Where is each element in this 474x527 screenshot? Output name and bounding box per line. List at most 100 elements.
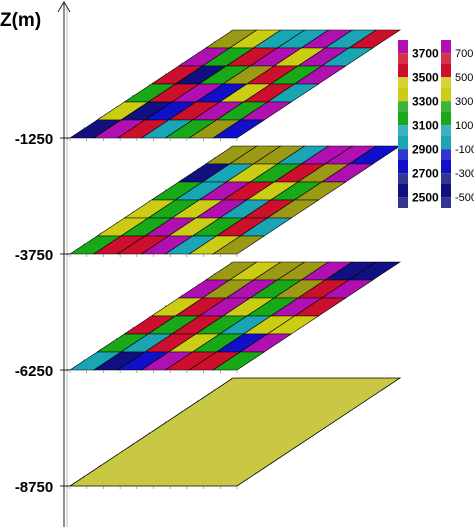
- legend-swatch: [441, 112, 451, 126]
- layer-plane: [66, 29, 401, 141]
- layer-cell: [212, 119, 266, 139]
- legend-swatch: [441, 53, 451, 64]
- grid-tick: [229, 377, 234, 380]
- legend-swatch: [398, 173, 408, 184]
- legend-swatch: [441, 149, 451, 160]
- legend-swatch: [398, 184, 408, 198]
- grid-tick: [115, 337, 119, 339]
- legend-label: 3700: [412, 46, 439, 60]
- legend-swatch: [398, 88, 408, 102]
- legend-label: 500: [455, 72, 473, 84]
- z-tick-label: -8750: [15, 479, 53, 496]
- grid-tick: [148, 315, 152, 318]
- grid-tick: [229, 145, 234, 148]
- grid-tick: [115, 221, 119, 223]
- grid-tick: [197, 167, 201, 169]
- legend-label: 2900: [412, 142, 439, 156]
- legend-label: 700: [455, 48, 473, 60]
- grid-tick: [66, 485, 71, 488]
- legend-swatch: [398, 101, 408, 112]
- legend-label: 3300: [412, 94, 439, 108]
- layer-plane: [66, 377, 402, 489]
- grid-tick: [164, 304, 168, 307]
- grid-tick: [83, 242, 87, 245]
- layer-cell: [68, 377, 402, 487]
- legend-swatch: [398, 149, 408, 160]
- legend-swatch: [398, 40, 408, 54]
- z-tick-label: -1250: [15, 131, 53, 148]
- grid-tick: [213, 40, 217, 43]
- legend-swatch: [441, 101, 451, 112]
- grid-tick: [66, 253, 71, 256]
- layer-plane: [66, 261, 401, 373]
- grid-tick: [66, 137, 71, 140]
- grid-tick: [229, 29, 234, 32]
- legend-label: -3000: [455, 168, 474, 180]
- legend-swatch: [441, 136, 451, 150]
- legend-right-scale: 700 500 300 100 -1000 -3000 -5000: [441, 40, 474, 208]
- legend-swatch: [398, 77, 408, 88]
- grid-tick: [115, 105, 119, 107]
- legend-label: 300: [455, 96, 473, 108]
- grid-tick: [99, 348, 103, 350]
- grid-tick: [83, 126, 87, 129]
- legend-swatch: [398, 136, 408, 150]
- grid-tick: [181, 294, 185, 296]
- legend-swatch: [441, 40, 451, 54]
- grid-tick: [148, 199, 152, 202]
- legend-swatch: [441, 197, 451, 208]
- z-tick-label: -6250: [15, 363, 53, 380]
- grid-tick: [181, 178, 185, 180]
- grid-tick: [197, 283, 201, 285]
- grid-tick: [132, 442, 136, 445]
- grid-tick: [99, 116, 103, 118]
- legend-swatch: [398, 64, 408, 78]
- legend-swatch: [441, 77, 451, 88]
- legend-label: -1000: [455, 144, 474, 156]
- layer-cell: [212, 351, 266, 371]
- legend-label: -5000: [455, 192, 474, 204]
- grid-tick: [181, 62, 185, 64]
- legend-swatch: [441, 125, 451, 136]
- grid-tick: [66, 369, 71, 372]
- grid-tick: [115, 453, 119, 455]
- grid-tick: [99, 232, 103, 234]
- grid-tick: [83, 358, 87, 361]
- z-axis: Z(m) -1250 -3750 -6250 -8750: [0, 1, 71, 527]
- legend-swatch: [441, 160, 451, 174]
- z-axis-arrowhead: [57, 1, 71, 13]
- legend-label: 2500: [412, 190, 439, 204]
- legend-swatch: [398, 197, 408, 208]
- legend-swatch: [441, 173, 451, 184]
- legend-label: 2700: [412, 166, 439, 180]
- z-tick-label: -3750: [15, 247, 53, 264]
- grid-tick: [213, 388, 217, 391]
- grid-tick: [132, 326, 136, 329]
- grid-tick: [164, 420, 168, 423]
- grid-tick: [197, 51, 201, 53]
- grid-tick: [132, 94, 136, 97]
- grid-tick: [181, 410, 185, 412]
- grid-tick: [148, 431, 152, 434]
- grid-tick: [229, 261, 234, 264]
- legend-label: 100: [455, 120, 473, 132]
- legend-left-scale: 3700 3500 3300 3100 2900 2700 2500: [398, 40, 439, 208]
- layers: [66, 29, 402, 489]
- legend-label: 3500: [412, 70, 439, 84]
- grid-tick: [197, 399, 201, 401]
- legend-swatch: [398, 160, 408, 174]
- grid-tick: [99, 464, 103, 466]
- layer-cell: [212, 235, 266, 255]
- layer-plane: [66, 145, 401, 257]
- grid-tick: [164, 188, 168, 191]
- grid-tick: [132, 210, 136, 213]
- legend-swatch: [398, 112, 408, 126]
- legend-swatch: [398, 53, 408, 64]
- legend-label: 3100: [412, 118, 439, 132]
- legend-swatch: [441, 64, 451, 78]
- grid-tick: [148, 83, 152, 86]
- grid-tick: [164, 72, 168, 75]
- grid-tick: [213, 156, 217, 159]
- legend-swatch: [441, 184, 451, 198]
